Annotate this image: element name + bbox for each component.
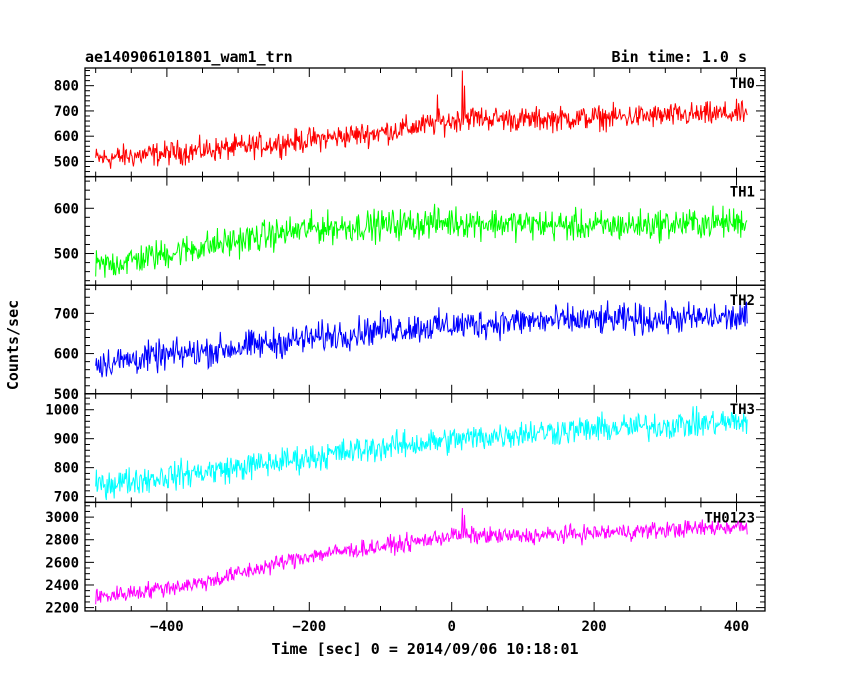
- chart-title: ae140906101801_wam1_trn: [85, 48, 293, 66]
- series-line-th2: [95, 300, 748, 378]
- y-tick-label: 800: [54, 461, 79, 477]
- y-tick-label: 500: [54, 247, 79, 263]
- y-tick-label: 700: [54, 490, 79, 506]
- series-line-th1: [95, 203, 748, 278]
- x-axis-label: Time [sec] 0 = 2014/09/06 10:18:01: [271, 640, 578, 658]
- y-axis-label: Counts/sec: [4, 300, 22, 390]
- panel-th1: 500 600 TH1: [54, 175, 766, 286]
- y-tick-label: 500: [54, 387, 79, 403]
- y-tick-label: 600: [54, 347, 79, 363]
- y-tick-label: 2400: [45, 578, 79, 594]
- x-tick-label: 0: [447, 619, 455, 635]
- bin-time-label: Bin time: 1.0 s: [612, 48, 747, 66]
- y-tick-label: 800: [54, 79, 79, 95]
- panel-frame: [84, 501, 766, 612]
- y-tick-label: 900: [54, 432, 79, 448]
- series-line-th3: [95, 405, 748, 501]
- y-tick-label: 1000: [45, 403, 79, 419]
- panels-group: 500 600 700 800 TH0 500 600 TH1 500 600 700 TH2 700 8…: [45, 67, 766, 617]
- x-axis: −400 −200 0 200 400: [150, 619, 749, 635]
- y-tick-label: 700: [54, 104, 79, 120]
- panel-th0: 500 600 700 800 TH0: [54, 67, 766, 178]
- panel-label-th2: TH2: [730, 293, 755, 309]
- y-tick-label: 600: [54, 129, 79, 145]
- y-tick-label: 500: [54, 154, 79, 170]
- x-tick-label: −200: [292, 619, 326, 635]
- panel-th2: 500 600 700 TH2: [54, 284, 766, 403]
- y-tick-label: 600: [54, 201, 79, 217]
- y-tick-label: 2800: [45, 533, 79, 549]
- x-tick-label: 400: [724, 619, 749, 635]
- panel-frame: [84, 175, 766, 286]
- y-tick-label: 700: [54, 306, 79, 322]
- series-line-th0123: [95, 508, 748, 605]
- y-tick-label: 3000: [45, 510, 79, 526]
- panel-th3: 700 800 900 1000 TH3: [45, 393, 766, 506]
- panel-label-th0123: TH0123: [704, 510, 755, 526]
- panel-label-th1: TH1: [730, 185, 755, 201]
- panel-label-th0: TH0: [730, 76, 755, 92]
- y-tick-label: 2600: [45, 555, 79, 571]
- panel-frame: [84, 284, 766, 395]
- y-tick-label: 2200: [45, 601, 79, 617]
- panel-label-th3: TH3: [730, 402, 755, 418]
- x-tick-label: 200: [581, 619, 606, 635]
- x-tick-label: −400: [150, 619, 184, 635]
- panel-th0123: 2200 2400 2600 2800 3000 TH0123: [45, 501, 766, 617]
- series-line-th0: [95, 70, 748, 169]
